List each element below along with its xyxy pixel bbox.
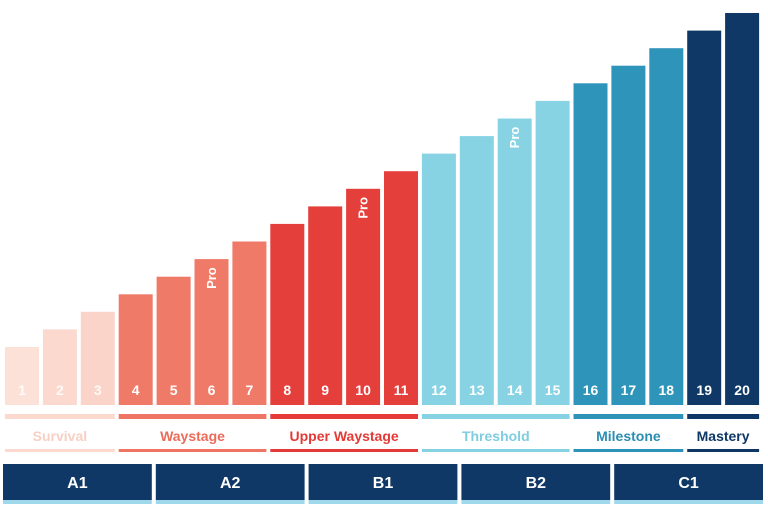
- bar-number-label: 18: [659, 382, 675, 398]
- bar-level-7: [232, 241, 267, 405]
- stage-label-survival: Survival: [33, 428, 87, 444]
- stage-underline-threshold: [421, 449, 570, 452]
- stage-underline-mastery: [687, 449, 760, 452]
- cefr-band-b2: [461, 464, 611, 500]
- stage-underline-milestone: [573, 449, 684, 452]
- bar-number-label: 15: [545, 382, 561, 398]
- bar-number-label: 9: [321, 382, 329, 398]
- stage-bar-threshold: [421, 414, 570, 419]
- stage-underline-survival: [5, 449, 115, 452]
- cefr-underline: [155, 500, 305, 504]
- bar-level-4: [118, 294, 153, 405]
- cefr-band-a2: [155, 464, 305, 500]
- bar-number-label: 12: [431, 382, 447, 398]
- stage-bar-upper-waystage: [270, 414, 418, 419]
- bar-number-label: 17: [621, 382, 637, 398]
- pro-label: Pro: [356, 197, 371, 219]
- stage-bands-group: Survival Waystage Upper Waystage Threshold M…: [5, 414, 760, 452]
- pro-label: Pro: [507, 127, 522, 149]
- bar-level-19: [687, 30, 722, 405]
- cefr-underline: [461, 500, 611, 504]
- bar-level-2: [42, 329, 77, 405]
- bar-number-label: 8: [283, 382, 291, 398]
- bar-number-label: 19: [696, 382, 712, 398]
- bar-level-18: [649, 48, 684, 405]
- cefr-underline: [308, 500, 458, 504]
- bar-level-6: [194, 259, 229, 405]
- bar-level-17: [611, 65, 646, 405]
- bar-number-label: 7: [246, 382, 254, 398]
- bar-number-label: 6: [208, 382, 216, 398]
- bar-level-15: [535, 100, 570, 406]
- bar-number-label: 1: [18, 382, 26, 398]
- bar-number-label: 13: [469, 382, 485, 398]
- stage-label-upper-waystage: Upper Waystage: [290, 428, 399, 444]
- stage-label-waystage: Waystage: [160, 428, 225, 444]
- bar-level-20: [725, 13, 760, 405]
- cefr-band-c1: [614, 464, 763, 500]
- bar-number-label: 11: [394, 382, 409, 398]
- cefr-underline: [3, 500, 152, 504]
- bar-level-10: [346, 188, 381, 405]
- cefr-label-a2: A2: [220, 475, 241, 492]
- cefr-bands-group: A1 A2 B1 B2 C1: [3, 464, 763, 504]
- stage-label-threshold: Threshold: [462, 428, 530, 444]
- bar-number-label: 2: [56, 382, 64, 398]
- cefr-label-b1: B1: [373, 475, 394, 492]
- bar-number-label: 4: [132, 382, 140, 398]
- stage-underline-upper-waystage: [270, 449, 418, 452]
- stage-label-mastery: Mastery: [697, 428, 750, 444]
- stage-underline-waystage: [118, 449, 267, 452]
- bar-level-3: [80, 311, 115, 405]
- bar-level-1: [5, 347, 39, 405]
- bar-level-16: [573, 83, 608, 406]
- bar-number-label: 10: [355, 382, 371, 398]
- pro-label: Pro: [204, 267, 219, 289]
- bar-level-5: [156, 276, 191, 405]
- bar-level-13: [459, 136, 494, 405]
- bar-level-8: [270, 223, 305, 405]
- bar-level-11: [384, 171, 418, 405]
- stage-bar-milestone: [573, 414, 684, 419]
- bar-number-label: 14: [507, 382, 523, 398]
- cefr-band-b1: [308, 464, 458, 500]
- bar-number-label: 3: [94, 382, 102, 398]
- cefr-underline: [614, 500, 763, 504]
- bar-number-label: 16: [583, 382, 599, 398]
- stage-label-milestone: Milestone: [596, 428, 661, 444]
- stage-bar-waystage: [118, 414, 267, 419]
- cefr-label-a1: A1: [67, 475, 88, 492]
- cefr-band-a1: [3, 464, 152, 500]
- stage-bar-survival: [5, 414, 115, 419]
- cefr-label-b2: B2: [526, 475, 547, 492]
- bar-level-9: [308, 206, 343, 405]
- bar-level-12: [421, 153, 456, 405]
- cefr-label-c1: C1: [678, 475, 699, 492]
- bar-number-label: 5: [170, 382, 178, 398]
- bar-number-label: 20: [734, 382, 750, 398]
- bar-level-14: [497, 118, 532, 405]
- stage-bar-mastery: [687, 414, 760, 419]
